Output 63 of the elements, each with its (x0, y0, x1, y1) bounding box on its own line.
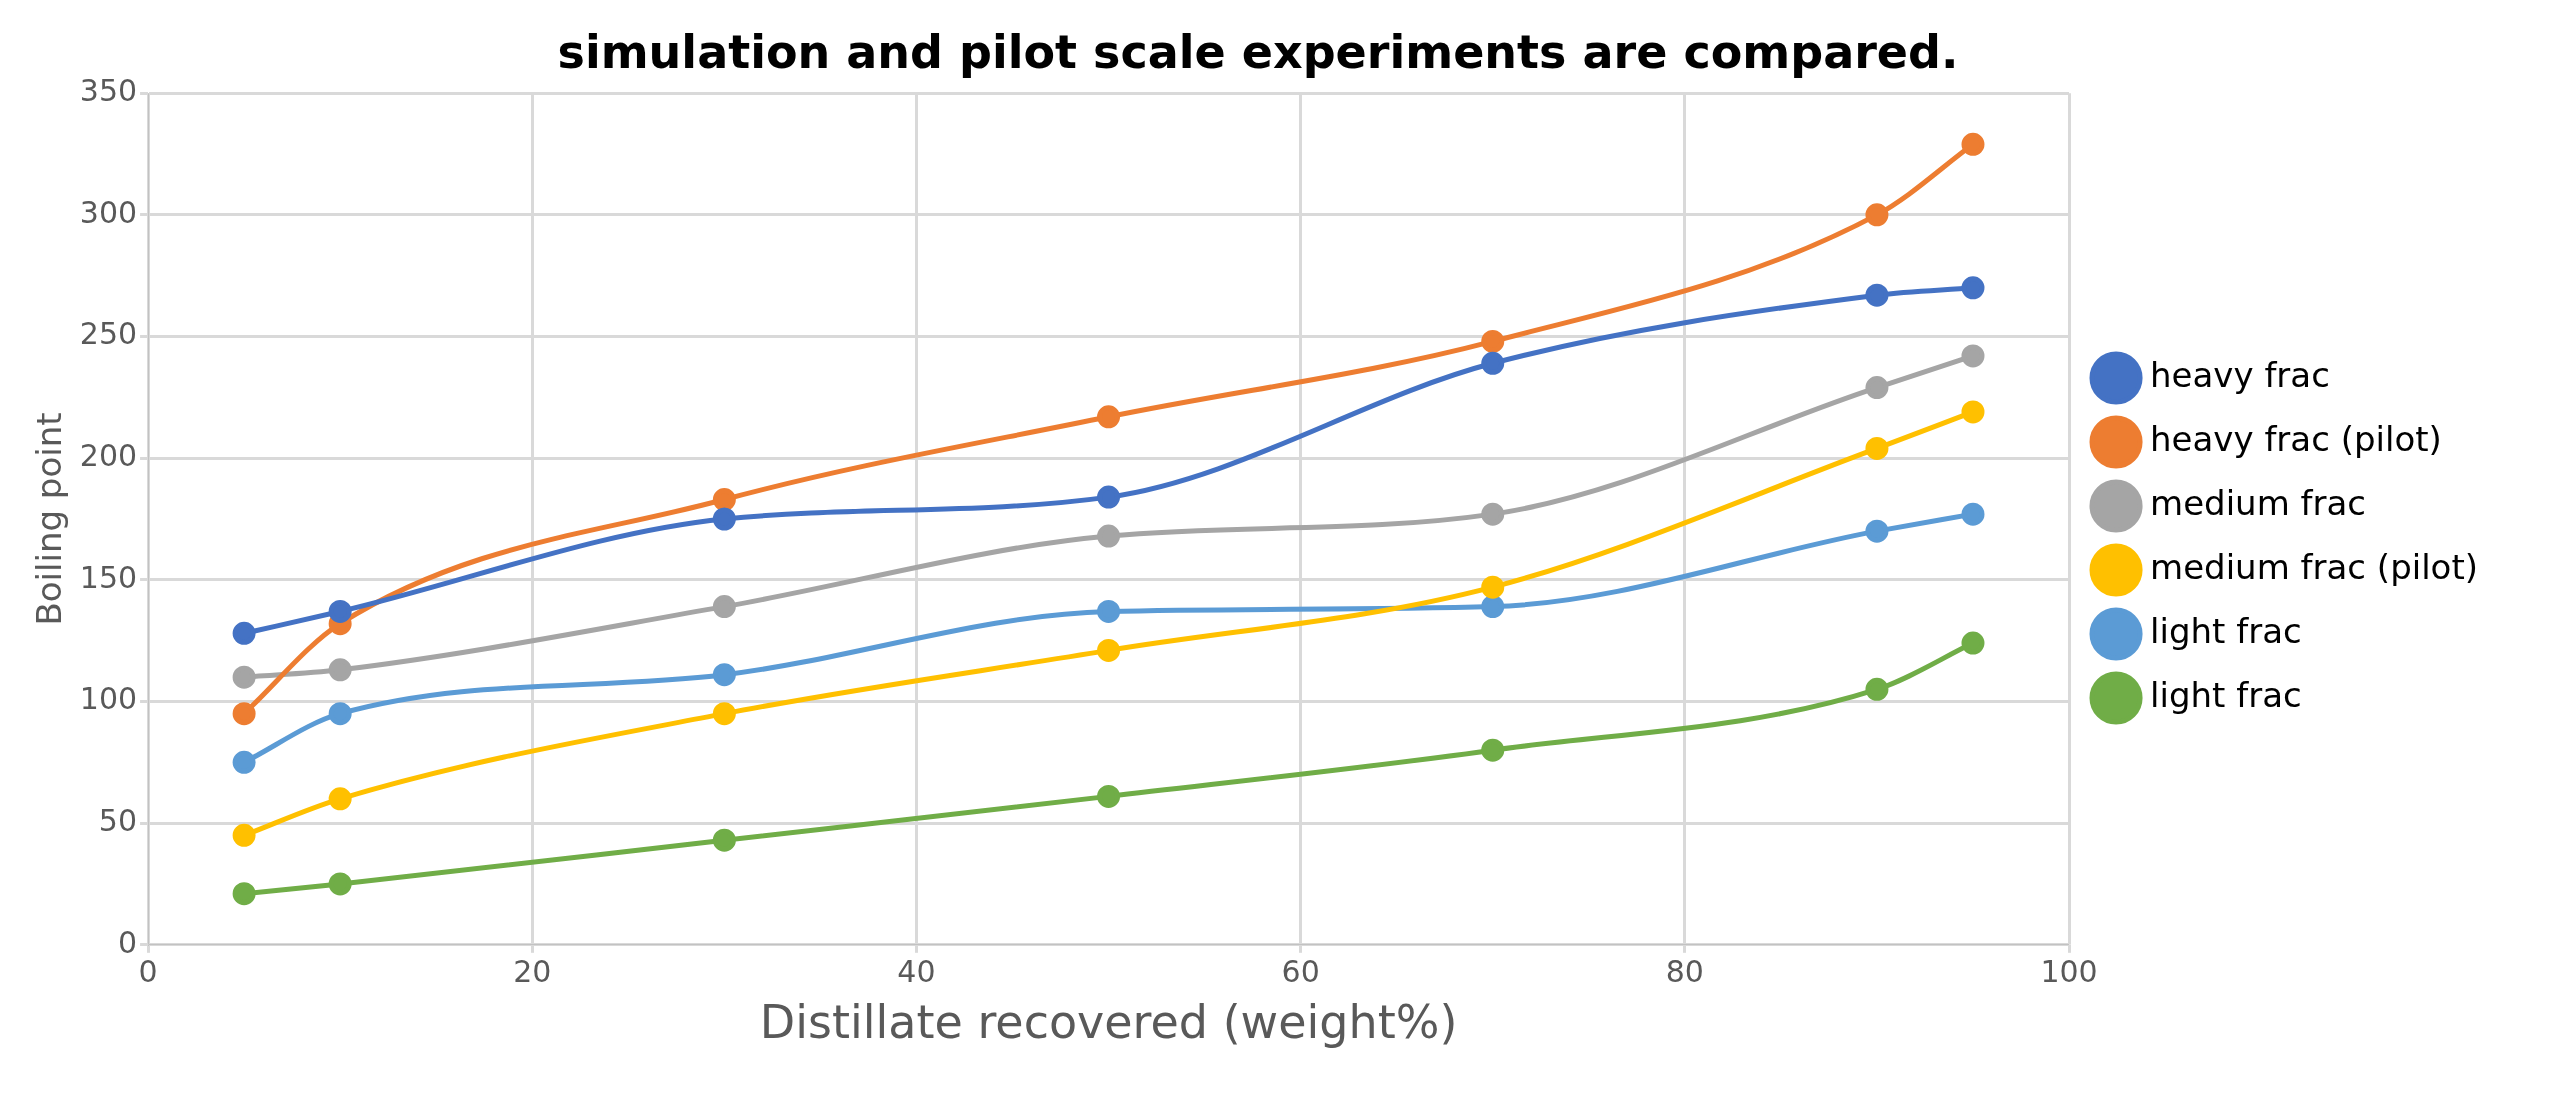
x-tick-label: 100 (2040, 953, 2098, 989)
y-tick-label: 150 (79, 559, 138, 595)
point (1961, 344, 1985, 368)
point (1865, 436, 1889, 460)
x-tick-label: 60 (1281, 953, 1320, 989)
point (328, 787, 352, 811)
point (232, 621, 256, 645)
chart-title: simulation and pilot scale experiments are compared. (557, 24, 1959, 79)
y-tick-label: 0 (117, 924, 138, 960)
point (1097, 405, 1121, 429)
y-tick-label: 200 (79, 437, 138, 473)
point (1481, 595, 1505, 619)
point (1961, 400, 1985, 424)
legend-label: medium frac (pilot) (2150, 546, 2478, 587)
point (1961, 276, 1985, 300)
point (1097, 599, 1121, 623)
point (712, 488, 736, 512)
point (1481, 738, 1505, 762)
point (1097, 784, 1121, 808)
point (1481, 502, 1505, 526)
point (712, 702, 736, 726)
point (712, 507, 736, 531)
point (1865, 376, 1889, 400)
legend-label: heavy frac (2150, 354, 2330, 395)
y-tick-label: 350 (79, 73, 138, 108)
point (1097, 485, 1121, 509)
point (1481, 575, 1505, 599)
point (1097, 524, 1121, 548)
point (712, 828, 736, 852)
x-tick-label: 40 (897, 953, 936, 989)
point (232, 665, 256, 689)
point (328, 599, 352, 623)
legend-label: medium frac (2150, 482, 2367, 523)
point (1865, 677, 1889, 701)
x-tick-label: 20 (513, 953, 552, 989)
point (1961, 132, 1985, 156)
x-tick-label: 80 (1665, 953, 1704, 989)
y-tick-label: 100 (79, 681, 138, 717)
point (232, 702, 256, 726)
y-tick-label: 250 (79, 316, 138, 352)
legend-label: light frac (2150, 674, 2302, 715)
point (328, 872, 352, 896)
x-axis-title: Distillate recovered (weight%) (759, 995, 1458, 1050)
point (232, 882, 256, 906)
point (328, 658, 352, 682)
point (1961, 502, 1985, 526)
point (232, 750, 256, 774)
y-tick-label: 300 (79, 194, 138, 230)
y-tick-label: 50 (98, 802, 138, 838)
point (232, 823, 256, 847)
point (1961, 631, 1985, 655)
legend-label: heavy frac (pilot) (2150, 418, 2442, 459)
point (1481, 351, 1505, 375)
point (1481, 329, 1505, 353)
point (1865, 519, 1889, 543)
point (1865, 283, 1889, 307)
point (712, 595, 736, 619)
point (1865, 203, 1889, 227)
point (1097, 638, 1121, 662)
point (712, 663, 736, 687)
legend-label: light frac (2150, 610, 2302, 651)
y-axis-title: Boiling point (29, 412, 70, 626)
point (328, 702, 352, 726)
